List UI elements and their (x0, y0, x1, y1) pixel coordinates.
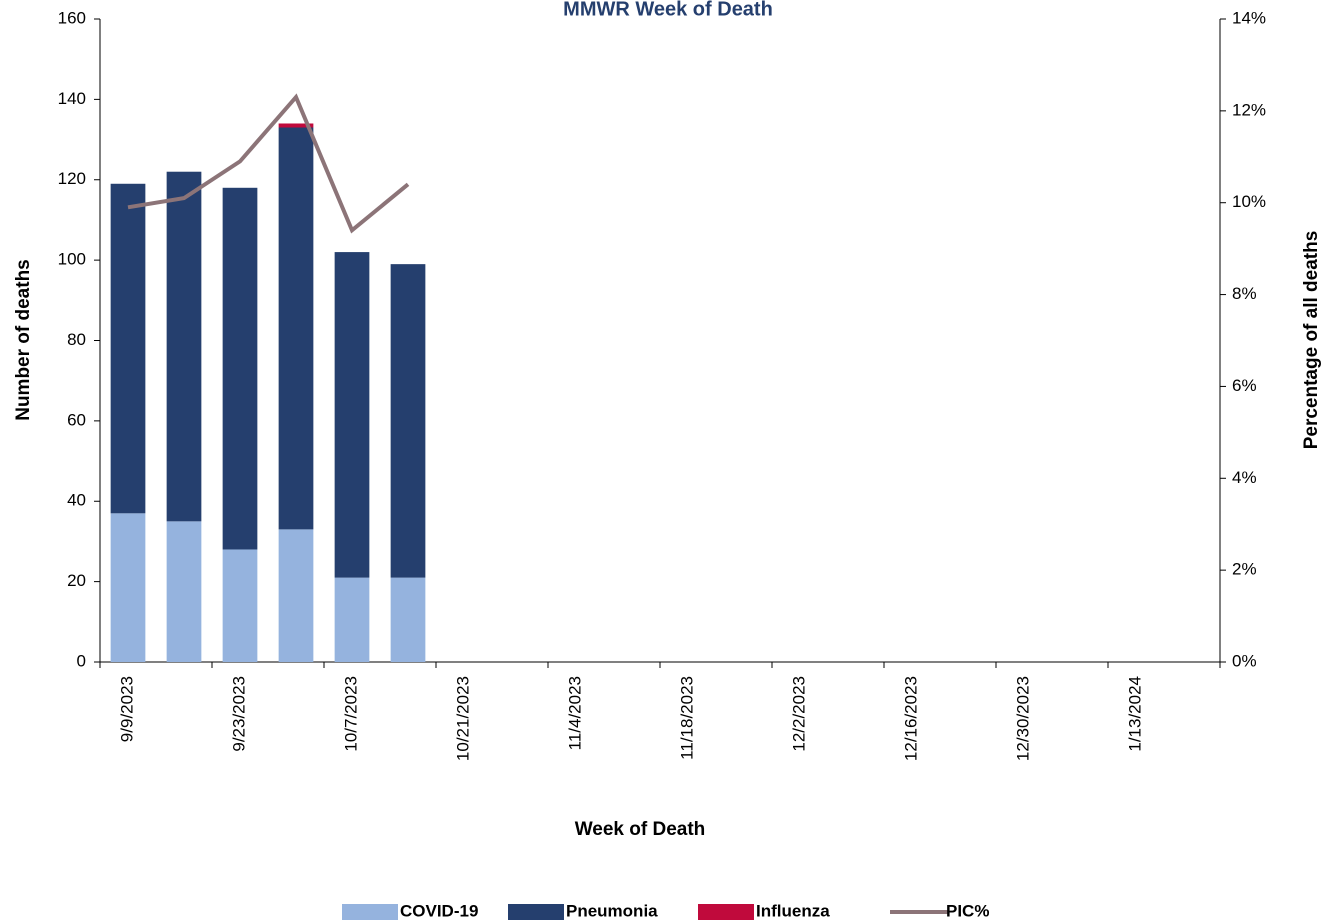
x-tick-label: 12/30/2023 (1013, 676, 1032, 761)
y2-tick-label: 14% (1232, 8, 1266, 27)
line (127, 93, 410, 234)
legend-label: Influenza (756, 901, 830, 920)
y2-axis-title: Percentage of all deaths (1301, 231, 1322, 450)
y2-tick-label: 8% (1232, 284, 1257, 303)
bar (390, 577, 426, 662)
bar (334, 577, 370, 662)
legend-swatch (508, 904, 564, 920)
y-tick-label: 20 (67, 571, 86, 590)
y-tick-label: 120 (58, 169, 86, 188)
y2-tick-label: 6% (1232, 376, 1257, 395)
y-tick-label: 100 (58, 250, 86, 269)
x-tick-label: 10/7/2023 (341, 676, 360, 752)
x-tick-label: 12/16/2023 (901, 676, 920, 761)
x-tick-label: 10/21/2023 (453, 676, 472, 761)
x-tick-label: 12/2/2023 (789, 676, 808, 752)
x-tick-label: 11/18/2023 (677, 676, 696, 760)
y-tick-label: 140 (58, 89, 86, 108)
x-tick-label: 9/23/2023 (229, 676, 248, 752)
y2-tick-label: 2% (1232, 560, 1257, 579)
legend-swatch (342, 904, 398, 920)
legend-swatch (698, 904, 754, 920)
bar (278, 529, 314, 662)
legend-label: COVID-19 (400, 901, 478, 920)
chart-title: MMWR Week of Death (563, 0, 773, 20)
y-tick-label: 0 (77, 651, 86, 670)
y-tick-label: 40 (67, 491, 86, 510)
x-tick-label: 1/13/2024 (1125, 676, 1144, 752)
bar (278, 123, 314, 128)
y2-tick-label: 4% (1232, 468, 1257, 487)
y2-tick-label: 0% (1232, 651, 1257, 670)
bar (390, 264, 426, 578)
y2-tick-label: 12% (1232, 100, 1266, 119)
bar (222, 187, 258, 550)
legend-label: PIC% (946, 901, 989, 920)
y2-tick-label: 10% (1232, 192, 1266, 211)
bar (110, 513, 146, 662)
y-tick-label: 160 (58, 8, 86, 27)
bar (334, 252, 370, 578)
x-axis-title: Week of Death (575, 819, 706, 840)
bar (110, 183, 146, 514)
bar (166, 521, 202, 662)
legend-label: Pneumonia (566, 901, 658, 920)
bar (222, 549, 258, 662)
bar (278, 127, 314, 530)
x-tick-label: 11/4/2023 (565, 676, 584, 750)
y-tick-label: 60 (67, 410, 86, 429)
y-axis-title: Number of deaths (13, 259, 34, 421)
bar (166, 171, 202, 522)
x-tick-label: 9/9/2023 (117, 676, 136, 742)
y-tick-label: 80 (67, 330, 86, 349)
